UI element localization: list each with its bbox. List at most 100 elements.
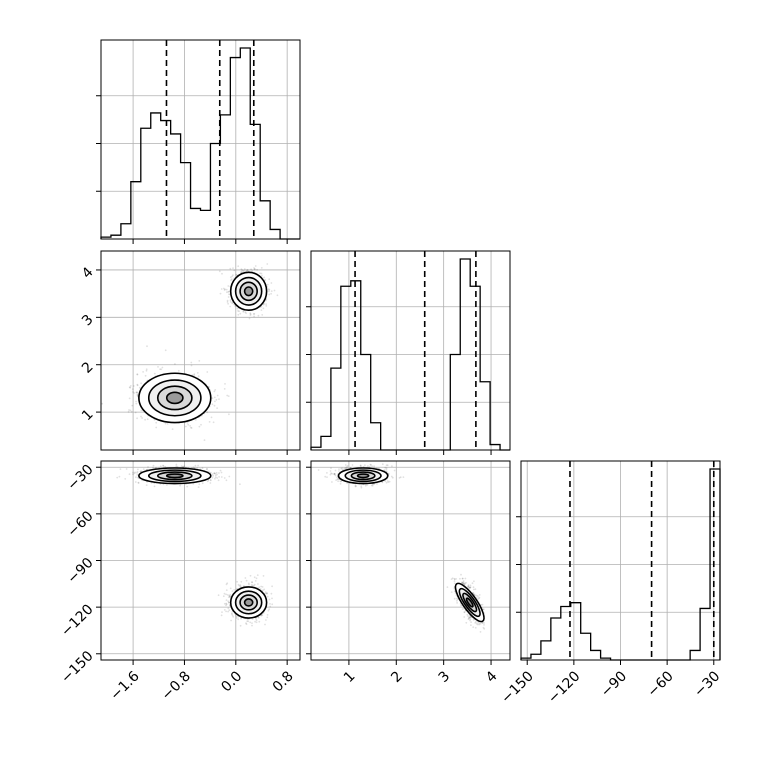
scatter-point: [384, 480, 387, 483]
scatter-point: [341, 467, 343, 470]
scatter-point: [360, 485, 363, 488]
scatter-point: [129, 386, 132, 389]
scatter-point: [461, 581, 464, 584]
contour-mid: [147, 379, 202, 417]
scatter-point: [453, 577, 456, 580]
scatter-point: [251, 584, 254, 587]
scatter-point: [268, 288, 271, 291]
scatter-point: [340, 480, 342, 483]
scatter-point: [268, 598, 271, 601]
contours-1-0-cluster-0: [138, 372, 212, 424]
scatter-point: [131, 388, 134, 390]
scatter-point: [251, 270, 254, 272]
scatter-point: [229, 299, 232, 302]
scatter-point: [388, 480, 391, 483]
scatter-point: [268, 293, 271, 296]
scatter-point: [346, 466, 348, 468]
scatter-point: [175, 465, 178, 468]
scatter-point: [235, 617, 238, 619]
scatter-point: [237, 310, 239, 312]
scatter-point: [232, 274, 234, 276]
scatter-point: [249, 312, 252, 315]
scatter-point: [135, 400, 138, 403]
scatter-point: [213, 390, 216, 393]
scatter-point: [253, 583, 256, 586]
scatter-point: [334, 473, 336, 476]
scatter-point: [364, 484, 367, 487]
scatter-point: [229, 595, 231, 597]
scatter-point: [217, 479, 220, 482]
scatter-point: [161, 366, 164, 369]
scatter-point: [469, 586, 472, 588]
scatter-point: [240, 617, 242, 620]
scatter-point: [270, 282, 273, 284]
scatter-point: [249, 314, 252, 316]
scatter-point: [453, 582, 456, 585]
scatter-point: [231, 612, 233, 614]
scatter-point: [226, 582, 229, 585]
scatter-point: [267, 609, 270, 612]
scatter-point: [196, 372, 199, 374]
scatter-point: [140, 382, 143, 385]
scatter-point: [263, 588, 266, 591]
scatter-point: [137, 482, 140, 484]
scatter-point: [136, 373, 139, 376]
scatter-point: [231, 590, 234, 592]
scatter-point: [344, 467, 347, 469]
scatter-point: [238, 310, 241, 313]
scatter-point: [186, 485, 189, 488]
scatter-point: [210, 416, 213, 419]
scatter-point: [241, 269, 244, 272]
scatter-point: [231, 275, 234, 278]
scatter-point: [128, 473, 131, 476]
scatter-point: [251, 581, 254, 584]
scatter-point: [211, 403, 214, 406]
scatter-point: [467, 618, 470, 621]
scatter-point: [366, 484, 369, 486]
scatter-point: [215, 398, 218, 401]
scatter-point: [144, 374, 147, 377]
scatter-point: [237, 583, 240, 586]
scatter-point: [381, 463, 384, 466]
scatter-point: [467, 584, 470, 586]
scatter-point: [132, 471, 134, 474]
scatter-point: [227, 596, 230, 598]
scatter-point: [134, 471, 137, 474]
scatter-point: [140, 470, 142, 473]
scatter-point: [159, 368, 162, 371]
scatter-point: [192, 466, 195, 469]
scatter-point: [249, 313, 252, 315]
scatter-point: [136, 384, 139, 387]
scatter-point: [253, 268, 256, 271]
scatter-point: [354, 485, 357, 488]
scatter-point: [132, 385, 135, 387]
scatter-point: [270, 292, 272, 295]
scatter-point: [338, 468, 340, 470]
scatter-point: [235, 273, 238, 276]
scatter-point: [387, 472, 390, 475]
scatter-point: [336, 476, 338, 479]
scatter-point: [398, 477, 401, 479]
scatter-point: [136, 474, 139, 476]
scatter-point: [140, 415, 142, 418]
scatter-point: [129, 385, 132, 387]
contour-mid: [234, 590, 263, 615]
scatter-point: [260, 585, 262, 588]
scatter-point: [331, 472, 333, 475]
scatter-point: [260, 614, 263, 617]
scatter-point: [216, 407, 219, 409]
scatter-point: [225, 602, 228, 605]
scatter-point: [472, 626, 475, 628]
scatter-point: [101, 402, 104, 405]
scatter-point: [213, 472, 216, 475]
scatter-point: [330, 467, 332, 469]
scatter-point: [234, 305, 237, 307]
scatter-point: [383, 469, 386, 471]
scatter-point: [385, 468, 388, 471]
scatter-point: [232, 267, 234, 269]
scatter-point: [260, 305, 263, 308]
scatter-point: [336, 478, 339, 481]
scatter-point: [231, 301, 234, 304]
scatter-point: [136, 417, 139, 420]
scatter-point: [164, 465, 167, 468]
